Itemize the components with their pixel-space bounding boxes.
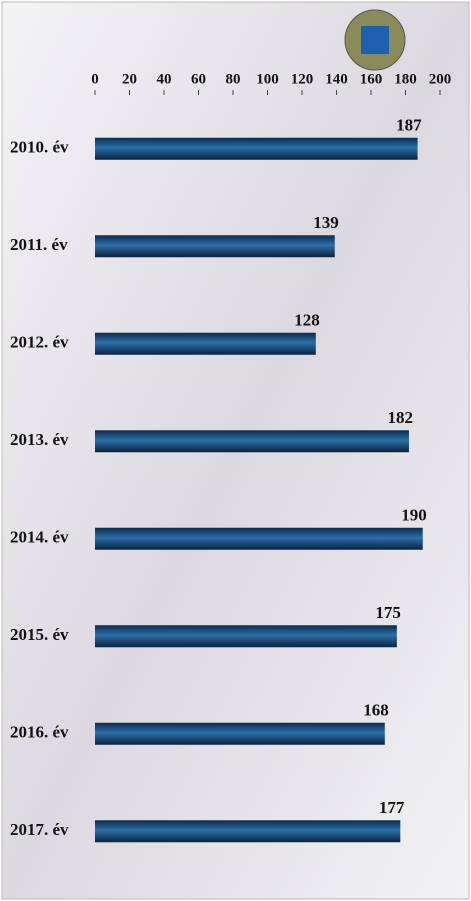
logo <box>344 9 406 71</box>
bar <box>95 527 423 550</box>
data-label: 187 <box>396 116 422 135</box>
x-tick-label: 80 <box>226 71 241 87</box>
x-tick-label: 40 <box>157 71 172 87</box>
data-label: 190 <box>401 506 427 525</box>
y-tick-label: 2013. év <box>10 430 69 449</box>
x-tick-label: 20 <box>122 71 137 87</box>
y-tick-label: 2012. év <box>10 333 69 352</box>
data-label: 139 <box>313 213 339 232</box>
data-label: 182 <box>387 408 413 427</box>
x-tick-label: 100 <box>256 71 279 87</box>
data-label: 175 <box>375 603 401 622</box>
y-tick-label: 2017. év <box>10 820 69 839</box>
x-tick-label: 0 <box>91 71 99 87</box>
y-tick-label: 2016. év <box>10 723 69 742</box>
bar <box>95 235 335 258</box>
bar <box>95 820 401 843</box>
bar <box>95 137 418 160</box>
x-tick-label: 60 <box>191 71 206 87</box>
bar <box>95 722 385 745</box>
y-tick-label: 2015. év <box>10 625 69 644</box>
bar <box>95 430 409 453</box>
x-tick-label: 160 <box>360 71 383 87</box>
y-tick-label: 2014. év <box>10 528 69 547</box>
x-tick-label: 200 <box>429 71 452 87</box>
data-label: 177 <box>379 798 405 817</box>
bar <box>95 625 397 648</box>
data-label: 168 <box>363 701 389 720</box>
x-tick-label: 140 <box>325 71 348 87</box>
x-tick-label: 120 <box>291 71 314 87</box>
data-label: 128 <box>294 311 320 330</box>
y-tick-label: 2011. év <box>10 235 68 254</box>
x-tick-label: 180 <box>394 71 417 87</box>
y-tick-label: 2010. év <box>10 138 69 157</box>
bar <box>95 332 316 355</box>
